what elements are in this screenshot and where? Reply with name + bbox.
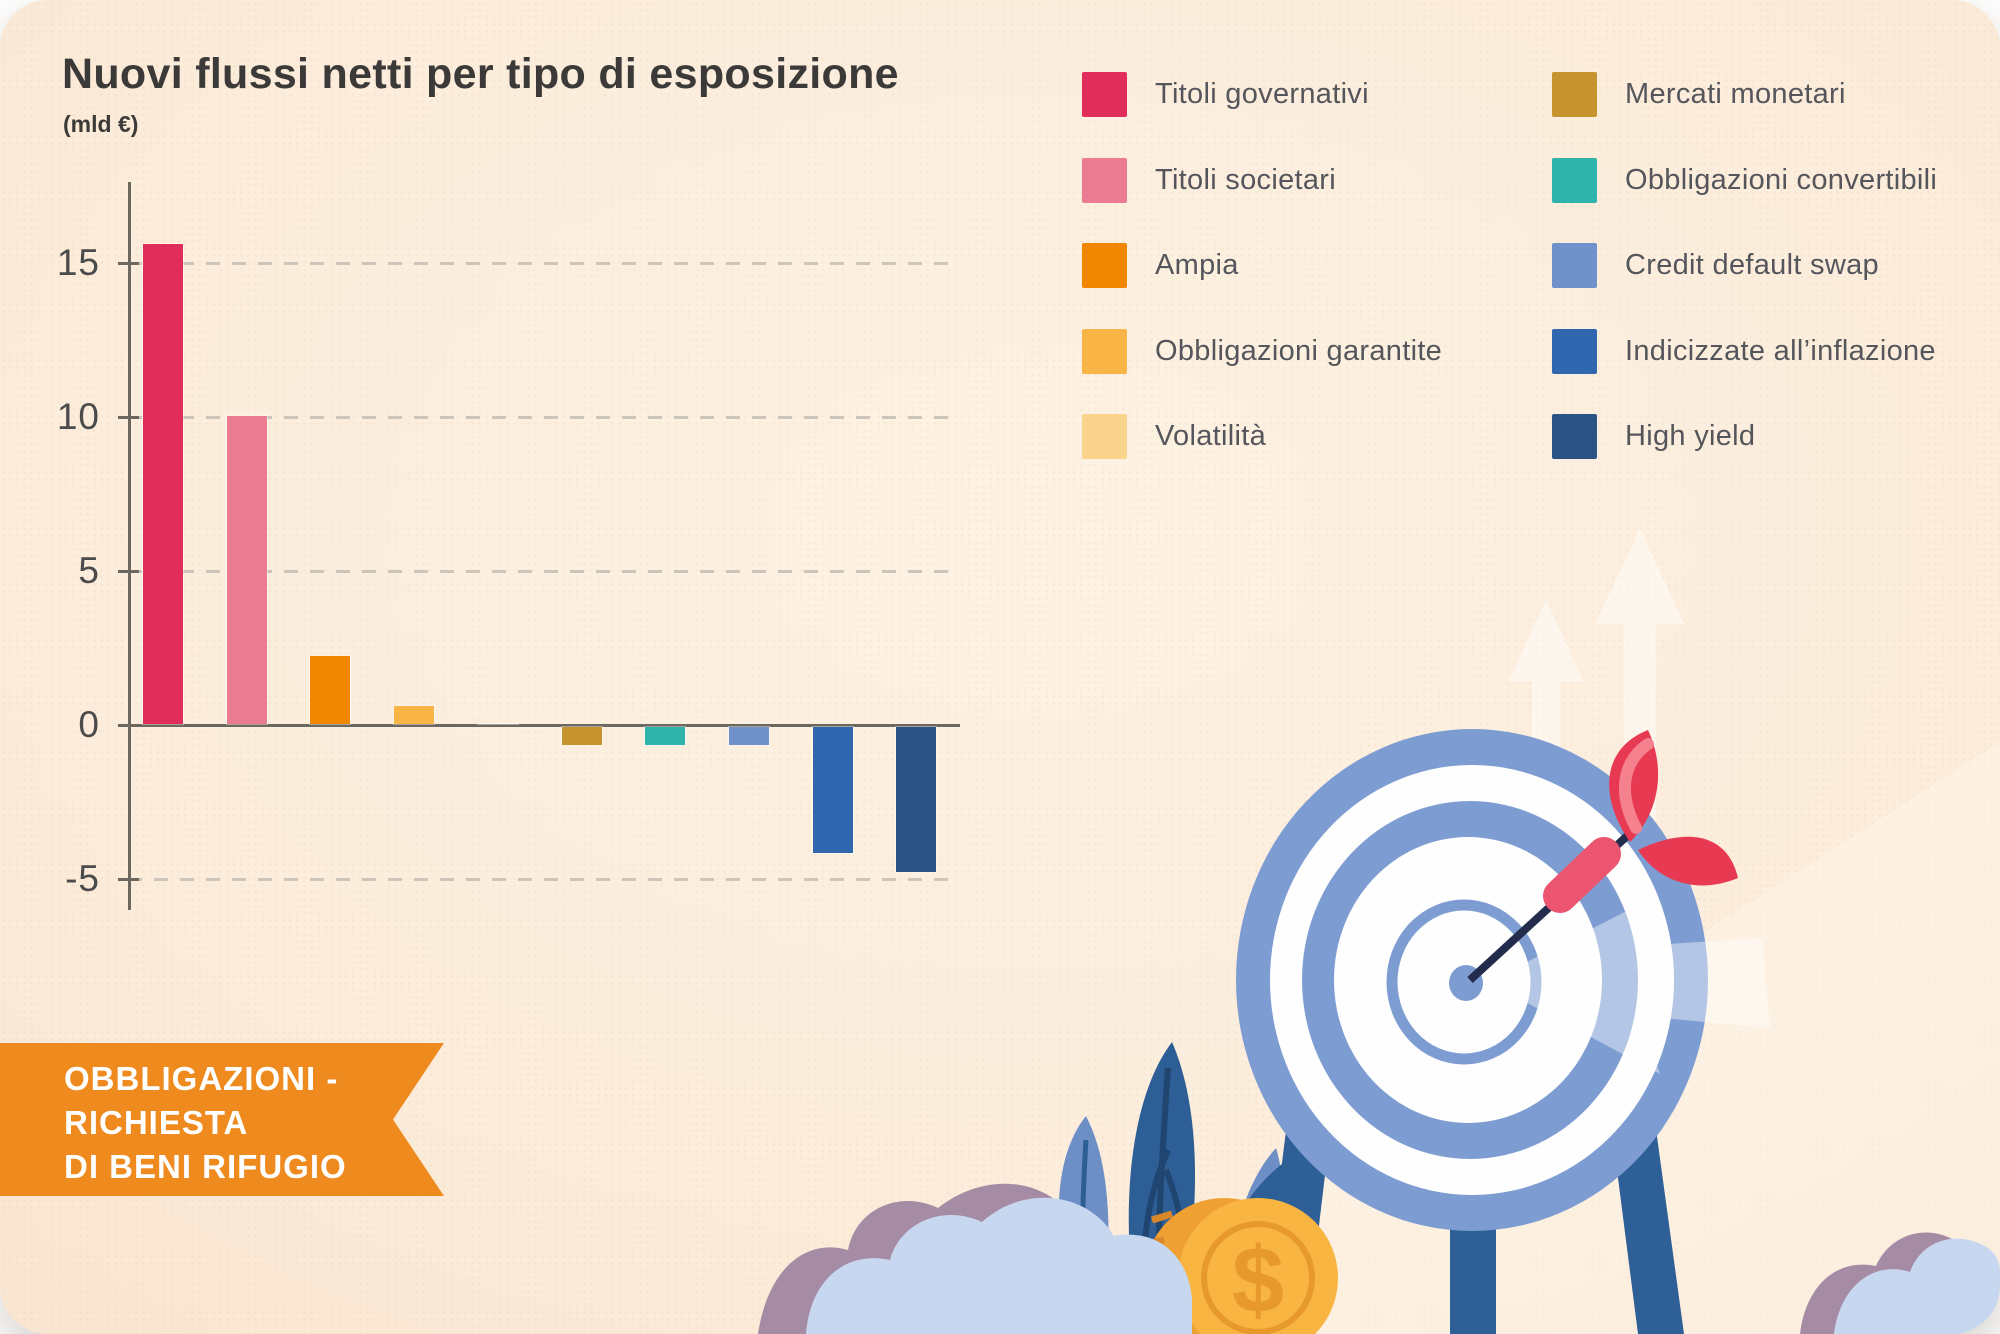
arrow-through-target [1488,900,1770,1074]
bar-mercati-monetari [560,725,603,747]
cloud-right [1800,1232,2000,1334]
legend-item-high-yield: High yield [1552,414,1937,459]
tick-label-15: 15 [56,242,100,283]
legend-item-obbligazioni-convertibili: Obbligazioni convertibili [1552,157,1938,203]
legend-item-titoli-societari: Titoli societari [1082,157,1442,203]
ribbon-line-3: DI BENI RIFUGIO [64,1148,347,1185]
legend-item-indicizzate-all-inflazione: Indicizzate all’inflazione [1552,328,1937,374]
legend-swatch-ampia [1082,243,1127,288]
gridline-15 [128,262,960,265]
legend-item-titoli-governativi: Titoli governativi [1082,72,1442,117]
net-flows-bar-chart: 15 10 5 0 -5 [57,182,970,912]
dart [1467,730,1738,983]
legend-swatch-indicizzate-all-inflazione [1552,328,1597,374]
bar-titoli-governativi [142,242,184,725]
legend-swatch-titoli-societari [1082,157,1127,203]
legend-label-obbligazioni-garantite: Obbligazioni garantite [1155,334,1443,367]
legend-label-obbligazioni-convertibili: Obbligazioni convertibili [1625,163,1938,196]
tick-mark--5 [118,878,139,881]
growth-arrows-icon [1508,528,1684,952]
legend-label-mercati-monetari: Mercati monetari [1625,78,1846,110]
unit-label: (mld €) [63,111,139,137]
legend-swatch-mercati-monetari [1552,72,1597,117]
bar-obbligazioni-convertibili [644,725,687,747]
tick-mark-5 [118,570,139,573]
coin: $ [1142,1198,1338,1334]
legend-label-titoli-societari: Titoli societari [1155,163,1336,196]
legend-swatch-obbligazioni-garantite [1082,328,1127,374]
legend-swatch-high-yield [1552,414,1597,459]
bar-obbligazioni-garantite [393,704,436,726]
tick-label-0: 0 [78,704,100,745]
legend-label-indicizzate-all-inflazione: Indicizzate all’inflazione [1625,334,1936,367]
cloud-left [758,1183,1192,1334]
tick-label-5: 5 [78,550,100,591]
target-legs [1260,1100,1684,1334]
legend-label-titoli-governativi: Titoli governativi [1155,78,1369,110]
legend-column-right: Mercati monetari Obbligazioni convertibil… [1552,72,1937,459]
ribbon-badge: OBBLIGAZIONI - RICHIESTA DI BENI RIFUGIO [0,1043,444,1196]
bar-titoli-societari [225,415,268,725]
legend-swatch-credit-default-swap [1552,243,1597,288]
y-axis-line [128,182,131,910]
legend-item-obbligazioni-garantite: Obbligazioni garantite [1082,328,1443,374]
legend-column-left: Titoli governativi Titoli societari Ampia O… [1082,72,1442,459]
gridline--5 [128,878,960,881]
legend-swatch-titoli-governativi [1082,72,1127,117]
dollar-icon: $ [1232,1227,1284,1332]
tick-mark-0 [118,724,139,727]
legend-label-credit-default-swap: Credit default swap [1625,249,1879,281]
gridline-10 [128,416,960,419]
legend-swatch-volatilit [1082,414,1127,459]
legend-item-volatilit: Volatilità [1082,414,1442,459]
page-title: Nuovi flussi netti per tipo di esposizio… [62,50,899,98]
plant [1058,1042,1301,1334]
ribbon-text: OBBLIGAZIONI - RICHIESTA DI BENI RIFUGIO [0,1043,444,1189]
ribbon-line-2: RICHIESTA [64,1104,249,1141]
legend-label-ampia: Ampia [1155,249,1239,281]
ribbon-line-1: OBBLIGAZIONI - [64,1060,339,1097]
legend-item-ampia: Ampia [1082,243,1442,288]
tick-label-10: 10 [56,396,100,437]
dartboard [1236,729,1708,1231]
legend-item-mercati-monetari: Mercati monetari [1552,72,1937,117]
tick-mark-15 [118,262,139,265]
bar-high-yield [895,726,938,873]
tick-mark-10 [118,416,139,419]
gridline-5 [128,570,960,573]
tick-label--5: -5 [65,858,100,899]
legend-label-high-yield: High yield [1625,420,1756,452]
legend-item-credit-default-swap: Credit default swap [1552,243,1937,288]
bar-credit-default-swap [727,725,770,747]
light-wedge [1080,742,2000,1334]
zero-axis-line [128,724,960,727]
bar-ampia [309,655,352,725]
bar-indicizzate-all-inflazione [811,725,854,855]
legend-swatch-obbligazioni-convertibili [1552,157,1597,203]
legend-label-volatilit: Volatilità [1155,420,1267,452]
